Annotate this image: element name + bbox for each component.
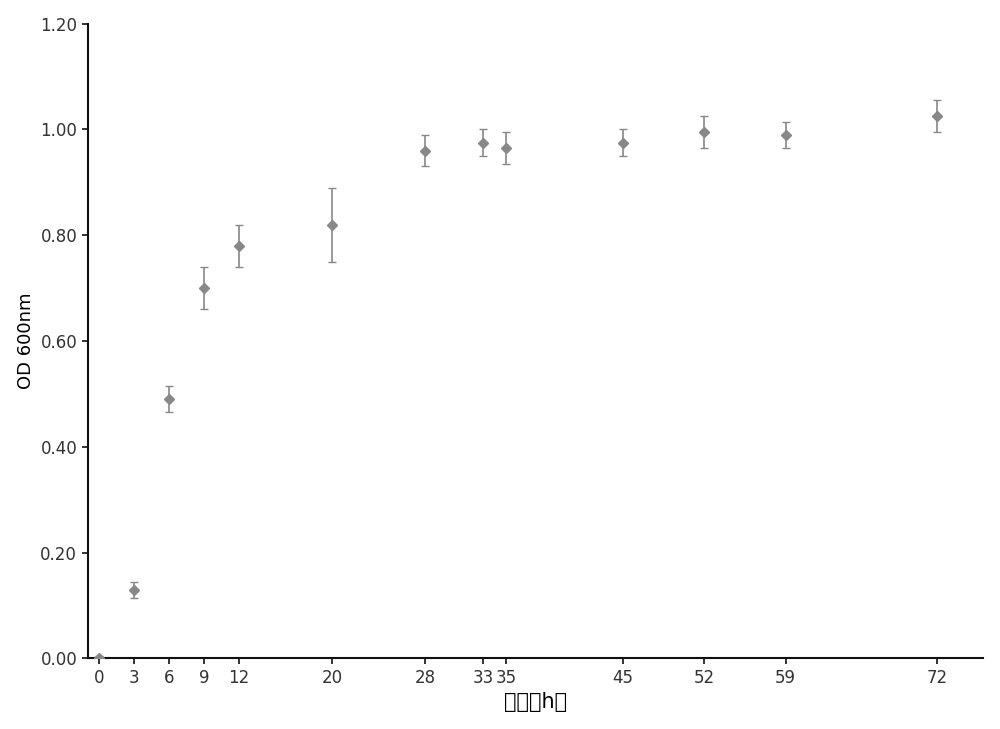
X-axis label: 时间（h）: 时间（h） [504,693,567,712]
Y-axis label: OD 600nm: OD 600nm [17,293,35,389]
